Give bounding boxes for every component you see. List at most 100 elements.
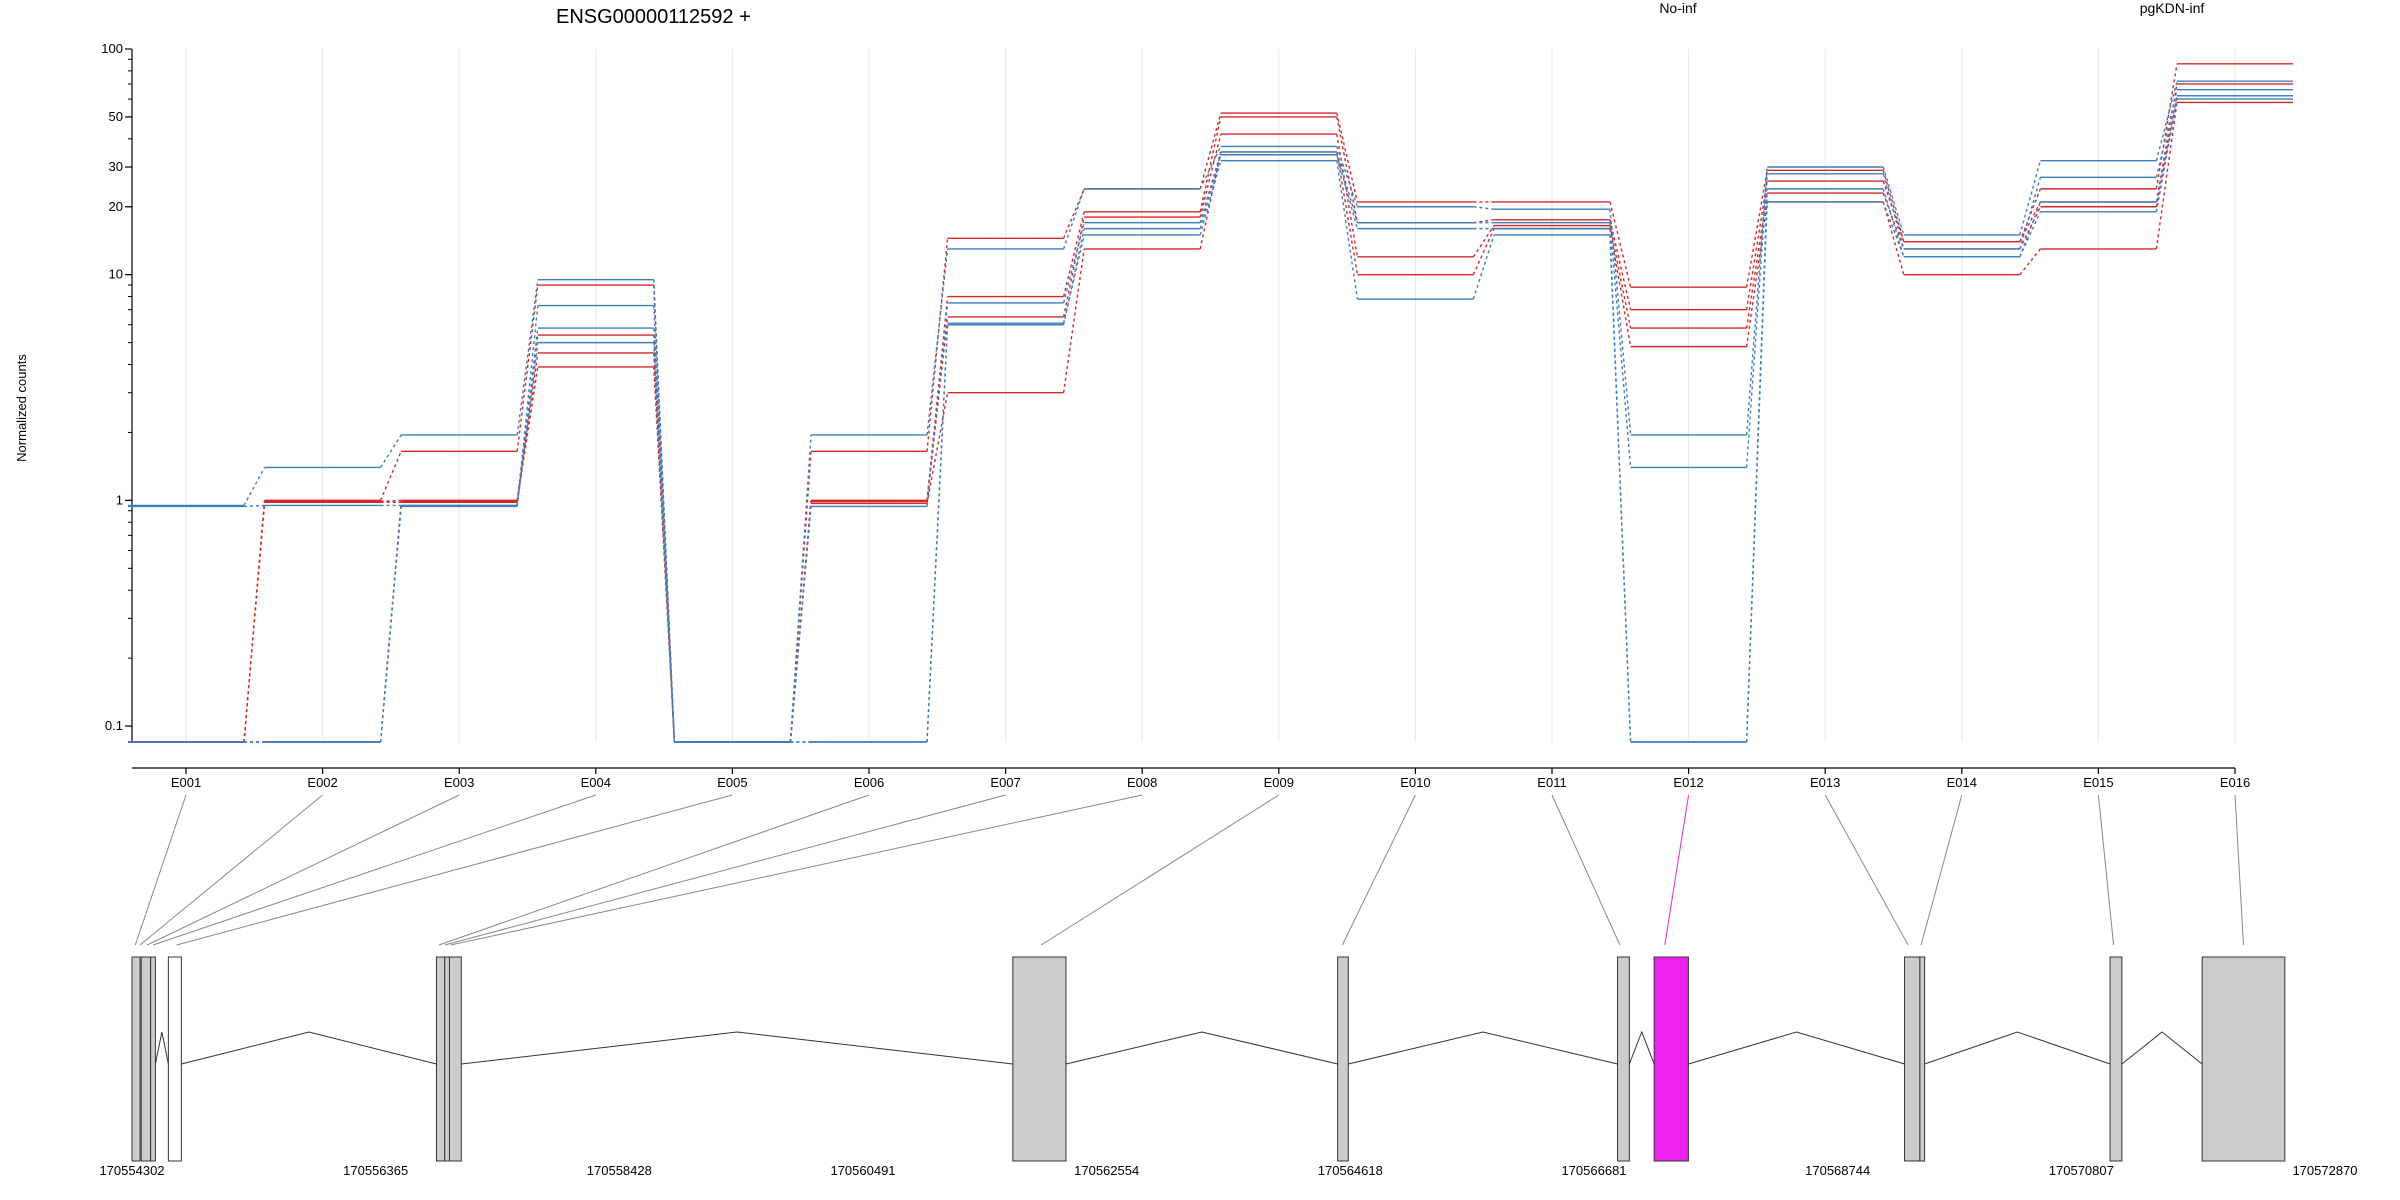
coordinate-label: 170564618 xyxy=(1318,1163,1383,1178)
coordinate-label: 170556365 xyxy=(343,1163,408,1178)
y-tick-label: 20 xyxy=(109,199,123,214)
exon-link-e013 xyxy=(1824,794,1909,946)
data-connector xyxy=(1336,151,1359,223)
coordinate-label: 170566681 xyxy=(1561,1163,1626,1178)
x-tick-label: E003 xyxy=(444,775,474,790)
data-connector xyxy=(1199,160,1222,236)
data-connector xyxy=(2155,81,2178,161)
coordinate-label: 170560491 xyxy=(830,1163,895,1178)
data-connector xyxy=(1199,112,1222,190)
data-connector xyxy=(2019,177,2042,250)
exon-e002 xyxy=(140,956,152,1162)
data-connector xyxy=(1745,201,1768,743)
data-connector xyxy=(2019,248,2041,276)
exon-link-e005 xyxy=(176,794,733,946)
x-tick-label: E005 xyxy=(717,775,747,790)
intron-line xyxy=(1628,1030,1655,1065)
y-tick-label: 10 xyxy=(109,267,123,282)
data-connector xyxy=(1745,166,1768,435)
x-tick-label: E006 xyxy=(854,775,884,790)
data-connector xyxy=(1336,146,1359,207)
data-connector xyxy=(1745,180,1768,310)
data-connector xyxy=(2155,83,2178,203)
exon-e005 xyxy=(435,956,446,1162)
y-tick-label: 30 xyxy=(109,159,123,174)
series-lines xyxy=(128,63,2293,743)
data-connector xyxy=(243,467,266,506)
x-tick-label: E009 xyxy=(1264,775,1294,790)
exon-link-e002 xyxy=(139,794,323,946)
exon-link-e009 xyxy=(1040,794,1280,946)
data-connector xyxy=(1473,219,1495,224)
exon-link-e012 xyxy=(1664,794,1690,946)
data-connector xyxy=(1199,146,1222,190)
exon-link-e010 xyxy=(1341,794,1416,946)
intron-line xyxy=(1065,1031,1338,1065)
x-tick-label: E004 xyxy=(581,775,611,790)
series-4 xyxy=(128,80,2293,743)
data-connector xyxy=(1062,222,1085,304)
data-connector xyxy=(379,451,402,501)
series-5 xyxy=(128,89,2293,743)
data-connector xyxy=(1472,228,1495,275)
data-connector xyxy=(2019,206,2042,250)
data-connector xyxy=(1199,154,1222,229)
data-connector xyxy=(2155,98,2178,212)
coordinate-label: 170554302 xyxy=(99,1163,164,1178)
data-connector xyxy=(789,506,812,743)
data-connector xyxy=(2155,102,2178,250)
data-connector xyxy=(2155,89,2178,178)
y-tick-label: 50 xyxy=(109,109,123,124)
data-connector xyxy=(1062,188,1085,250)
data-connector xyxy=(1609,228,1632,743)
data-connector xyxy=(1062,228,1085,325)
data-connector xyxy=(380,499,402,503)
data-connector xyxy=(379,505,402,743)
data-connector xyxy=(926,323,949,743)
y-tick-label: 0.1 xyxy=(105,718,123,733)
data-connector xyxy=(653,305,676,743)
data-connector xyxy=(1336,154,1359,229)
coordinate-label: 170558428 xyxy=(587,1163,652,1178)
data-connector xyxy=(1336,133,1359,257)
series-6 xyxy=(128,95,2293,743)
data-connector xyxy=(1745,192,1768,329)
exon-e014 xyxy=(1919,956,1926,1162)
series-1 xyxy=(128,83,2293,743)
legend-pgkdn-inf: pgKDN-inf xyxy=(2140,0,2205,16)
coordinate-label: 170570807 xyxy=(2049,1163,2114,1178)
exon-links xyxy=(134,794,2245,946)
exon-e011 xyxy=(1617,956,1630,1162)
chart-title: ENSG00000112592 + xyxy=(556,6,751,28)
grid-lines xyxy=(185,49,2236,742)
data-connector xyxy=(1745,173,1768,468)
data-connector xyxy=(1336,151,1359,275)
exon-e010 xyxy=(1337,956,1349,1162)
intron-line xyxy=(2121,1031,2203,1065)
data-connector xyxy=(516,366,539,502)
intron-line xyxy=(1688,1031,1905,1065)
exon-e009 xyxy=(1012,956,1067,1162)
intron-line xyxy=(461,1031,1013,1065)
y-tick-label: 1 xyxy=(116,492,123,507)
data-connector xyxy=(1336,160,1359,300)
data-connector xyxy=(1199,133,1222,218)
x-tick-label: E016 xyxy=(2220,775,2250,790)
legend-no-inf: No-inf xyxy=(1659,0,1696,16)
data-connector xyxy=(1062,234,1085,324)
data-connector xyxy=(1199,151,1222,223)
exon-e012 xyxy=(1653,956,1689,1162)
coordinate-label: 170562554 xyxy=(1074,1163,1139,1178)
exon-e007 xyxy=(448,956,462,1162)
data-connector xyxy=(243,504,265,508)
gene-model xyxy=(131,956,2286,1162)
series-7 xyxy=(128,98,2293,743)
y-axis-label: Normalized counts xyxy=(14,354,29,462)
data-connector xyxy=(1882,170,1905,242)
intron-line xyxy=(181,1031,437,1065)
x-axis: E001 E002 E003 E004 E005 E006 E007 E008 E009 E010… xyxy=(132,767,2250,790)
data-connector xyxy=(789,503,812,743)
coordinate-label: 170568744 xyxy=(1805,1163,1870,1178)
x-tick-label: E007 xyxy=(990,775,1020,790)
coordinate-label: 170572870 xyxy=(2292,1163,2357,1178)
